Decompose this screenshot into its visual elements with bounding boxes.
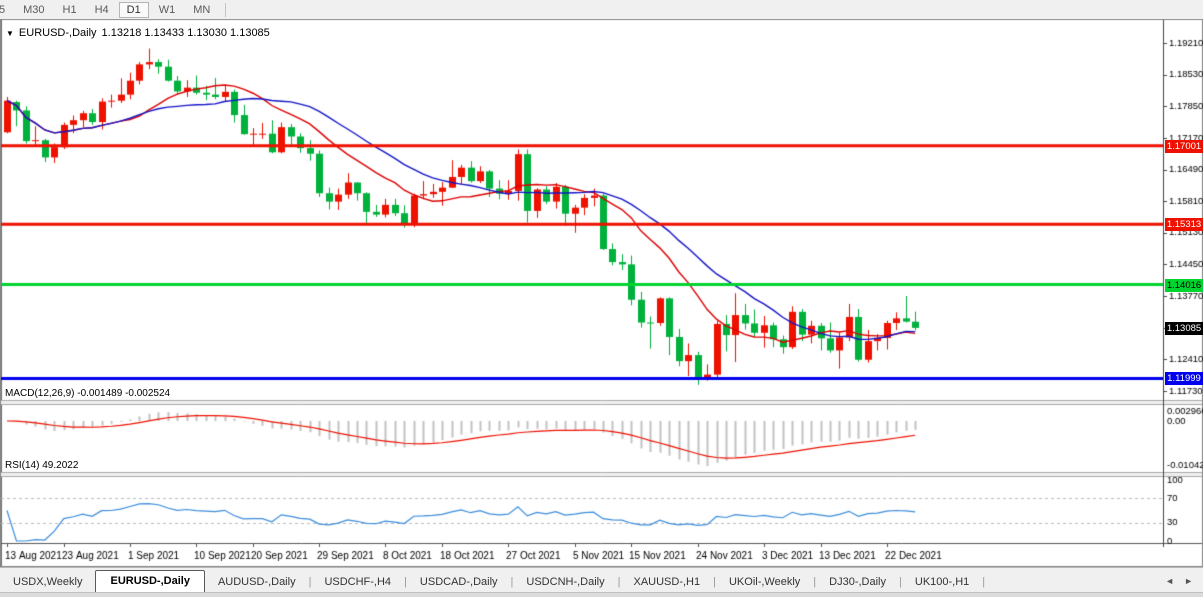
ohlc-values: 1.13218 1.13433 1.13030 1.13085	[101, 27, 270, 39]
chart-tab-usdcnh-daily[interactable]: USDCNH-,Daily	[526, 576, 605, 588]
tab-scroll-right-icon[interactable]: ►	[1184, 576, 1193, 586]
chart-dropdown-icon[interactable]: ▼	[6, 28, 14, 38]
timeframe-button-w1[interactable]: W1	[158, 3, 176, 16]
tab-scroll-buttons: ◄ ►	[1165, 576, 1203, 593]
timeframe-toolbar: 5 M30 H1 H4 D1 W1 MN	[0, 0, 1203, 20]
chart-tab-eurusd-daily[interactable]: EURUSD-,Daily	[95, 570, 205, 593]
tab-separator: |	[510, 576, 514, 588]
chart-tab-ukoil-weekly[interactable]: UKOil-,Weekly	[728, 576, 801, 588]
tab-separator: |	[982, 576, 986, 588]
macd-indicator-label: MACD(12,26,9) -0.001489 -0.002524	[5, 388, 171, 399]
timeframe-button-d1[interactable]: D1	[118, 1, 149, 18]
chart-tab-bar: USDX,Weekly EURUSD-,Daily AUDUSD-,Daily | US…	[0, 567, 1203, 593]
support-line-price-tag: 1.14016	[1165, 279, 1203, 292]
tab-separator: |	[404, 576, 407, 588]
tab-separator: |	[813, 576, 817, 588]
chart-tab-uk100-h1[interactable]: UK100-,H1	[914, 576, 970, 588]
timeframe-button-mn[interactable]: MN	[193, 3, 211, 16]
chart-window: ▼ EURUSD-,Daily 1.13218 1.13433 1.13030 …	[0, 19, 1203, 567]
chart-symbol-label: EURUSD-,Daily	[18, 27, 97, 39]
tab-separator: |	[713, 576, 716, 588]
current-price-tag: 1.13085	[1165, 322, 1203, 335]
timeframe-button-5[interactable]: 5	[0, 2, 13, 18]
chart-tab-usdcad-daily[interactable]: USDCAD-,Daily	[419, 576, 498, 588]
tab-scroll-left-icon[interactable]: ◄	[1165, 576, 1175, 586]
tab-separator: |	[308, 576, 312, 588]
status-strip	[0, 592, 1203, 597]
chart-tab-dj30-daily[interactable]: DJ30-,Daily	[829, 576, 887, 588]
resistance-line-price-tag: 1.17001	[1165, 140, 1203, 153]
timeframe-button-m30[interactable]: M30	[23, 3, 45, 16]
price-chart-canvas[interactable]	[0, 19, 1203, 567]
resistance-line-price-tag: 1.15313	[1165, 218, 1203, 231]
chart-tab-usdx-weekly[interactable]: USDX,Weekly	[13, 576, 83, 588]
timeframe-button-h4[interactable]: H4	[94, 3, 109, 16]
tab-separator: |	[899, 576, 902, 588]
rsi-indicator-label: RSI(14) 49.2022	[5, 460, 79, 471]
chart-tab-usdchf-h4[interactable]: USDCHF-,H4	[324, 576, 392, 588]
chart-title: ▼ EURUSD-,Daily 1.13218 1.13433 1.13030 …	[6, 27, 270, 39]
timeframe-button-h1[interactable]: H1	[62, 3, 77, 16]
support-line-price-tag: 1.11999	[1165, 372, 1203, 385]
toolbar-separator	[225, 2, 227, 17]
chart-tab-xauusd-h1[interactable]: XAUUSD-,H1	[633, 576, 701, 588]
tab-separator: |	[617, 576, 621, 588]
chart-tab-audusd-daily[interactable]: AUDUSD-,Daily	[217, 576, 296, 588]
